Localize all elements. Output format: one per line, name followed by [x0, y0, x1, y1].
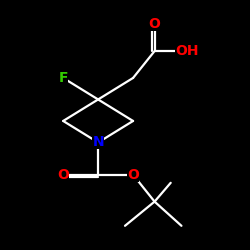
Text: O: O: [149, 17, 160, 31]
Text: O: O: [127, 168, 139, 182]
Text: F: F: [58, 71, 68, 85]
Text: N: N: [92, 136, 104, 149]
Text: O: O: [57, 168, 69, 182]
Text: OH: OH: [175, 44, 199, 58]
